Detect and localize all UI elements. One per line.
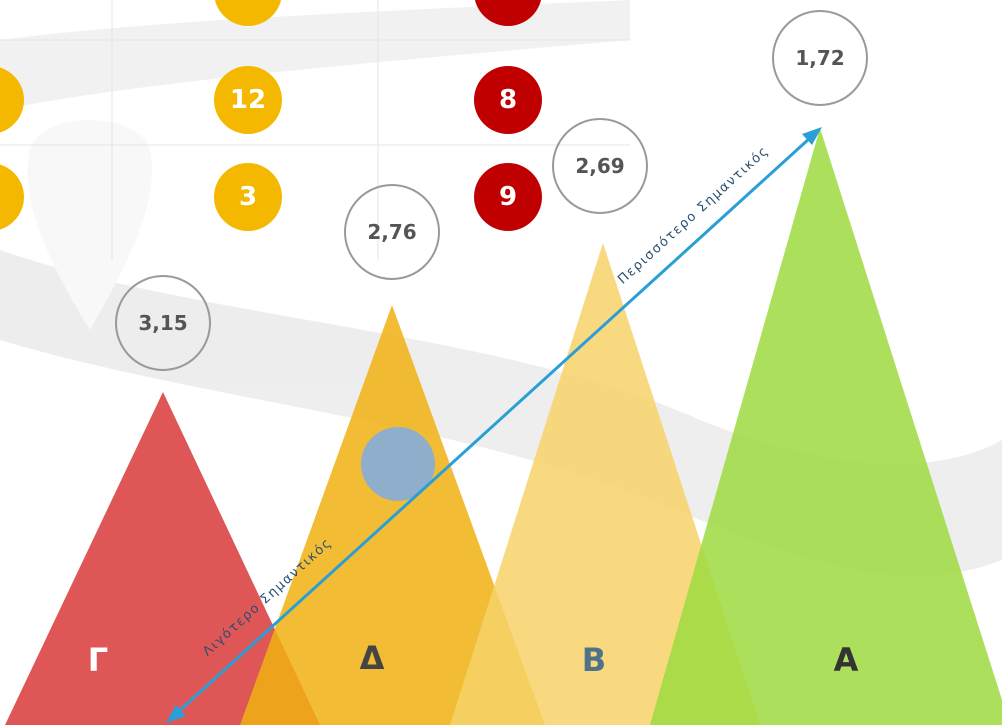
- circle-number: 8: [499, 85, 517, 115]
- peak-label: B: [582, 641, 606, 679]
- circle-number: 3: [239, 182, 257, 212]
- peak-label: Γ: [88, 641, 108, 679]
- peak-label: Δ: [360, 639, 385, 677]
- circle-number: 9: [499, 182, 517, 212]
- score: 2,76: [367, 220, 416, 244]
- peak-label: A: [834, 641, 859, 679]
- infographic: 12 3 8 9 1,72 2,69 2,76 3,15 Περισσότερο…: [0, 0, 1002, 725]
- arrow-label: Περισσότερο Σημαντικός: [615, 143, 772, 287]
- score: 2,69: [575, 154, 624, 178]
- score: 1,72: [795, 46, 844, 70]
- score: 3,15: [138, 311, 187, 335]
- circle-number: 12: [230, 85, 266, 115]
